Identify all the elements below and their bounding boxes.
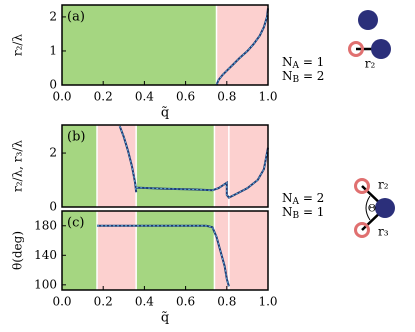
nb-label: NB = 2	[282, 69, 324, 85]
region	[214, 125, 229, 207]
y-tick-label: 100	[34, 277, 57, 291]
region	[136, 125, 215, 207]
y-tick-label: 0	[49, 200, 57, 214]
x-tick-label: 0.4	[135, 90, 154, 104]
rest: = 1	[299, 205, 324, 219]
rest: = 2	[299, 69, 324, 83]
series-highlight	[97, 225, 230, 287]
region	[136, 211, 215, 290]
panel-label: (b)	[67, 130, 85, 145]
x-tick-label: 0.0	[52, 295, 71, 309]
atom-ring	[348, 41, 364, 57]
na-label: NA = 2	[282, 191, 324, 207]
y-axis-label: θ(deg)	[11, 231, 25, 270]
atom	[371, 39, 391, 59]
region	[62, 5, 217, 85]
x-tick-label: 1.0	[258, 295, 277, 309]
x-tick-label: 0.8	[217, 90, 236, 104]
y-tick-label: 2	[49, 146, 57, 160]
region	[228, 211, 268, 290]
region	[97, 211, 137, 290]
axes-frame	[61, 4, 269, 86]
series-highlight	[216, 8, 269, 86]
y-tick-label: 180	[34, 218, 57, 232]
y-tick-label: 2	[49, 9, 57, 23]
n: N	[282, 55, 293, 69]
x-tick-label: 0.6	[176, 295, 195, 309]
panel-label: (a)	[67, 10, 85, 25]
x-axis-label: q̃	[161, 311, 169, 326]
axes-frame	[61, 124, 269, 208]
r3-label: r₃	[378, 225, 389, 239]
x-tick-label: 0.2	[94, 295, 113, 309]
r2-label: r₂	[365, 57, 376, 71]
n: N	[282, 69, 293, 83]
x-tick-label: 1.0	[258, 90, 277, 104]
x-tick-label: 0.4	[135, 295, 154, 309]
nb-label: NB = 1	[282, 205, 324, 221]
n: N	[282, 191, 293, 205]
sub: B	[293, 75, 300, 85]
n: N	[282, 205, 293, 219]
x-tick-label: 0.0	[52, 90, 71, 104]
rest: = 2	[299, 191, 324, 205]
y-tick-label: 1	[49, 43, 57, 57]
series-highlight	[119, 125, 269, 199]
atom	[358, 10, 378, 30]
region	[62, 125, 98, 207]
rest: = 1	[299, 55, 324, 69]
na-label: NA = 1	[282, 55, 324, 71]
angle-arc	[365, 195, 371, 221]
sub: A	[292, 197, 300, 207]
atom-ring	[354, 178, 370, 194]
y-axis-label: r₂/λ	[11, 34, 25, 57]
y-tick-label: 0	[49, 78, 57, 92]
atom-ring	[354, 222, 370, 238]
atom	[375, 198, 395, 218]
sub: A	[292, 61, 300, 71]
y-tick-label: 140	[34, 248, 57, 262]
x-axis-label: q̃	[161, 106, 169, 121]
y-axis-label: r₂/λ, r₃/λ	[11, 140, 25, 192]
r2-label: r₂	[378, 178, 389, 192]
x-tick-label: 0.2	[94, 90, 113, 104]
x-tick-label: 0.8	[217, 295, 236, 309]
region	[97, 125, 137, 207]
region	[62, 211, 98, 290]
sub: B	[293, 211, 300, 221]
theta-label: Θ	[368, 204, 376, 215]
axes-frame	[61, 210, 269, 291]
x-tick-label: 0.6	[176, 90, 195, 104]
panel-label: (c)	[67, 216, 84, 231]
